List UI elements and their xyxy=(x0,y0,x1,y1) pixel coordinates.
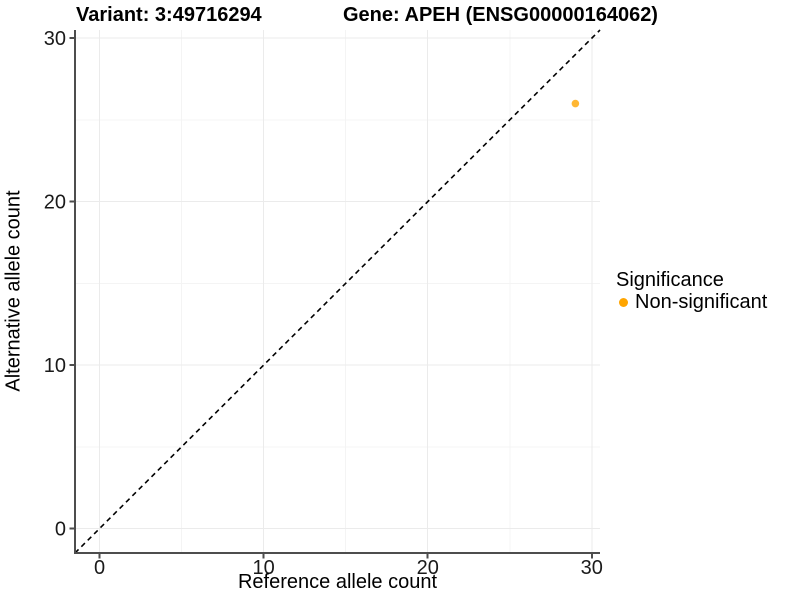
identity-line xyxy=(74,29,601,554)
x-tick-label: 20 xyxy=(417,557,439,579)
y-tick-label: 20 xyxy=(44,192,66,214)
plot-title-gene: Gene: APEH (ENSG00000164062) xyxy=(343,4,658,26)
plot-title: Variant: 3:49716294 Gene: APEH (ENSG0000… xyxy=(0,3,800,27)
y-tick-label: 30 xyxy=(44,28,66,50)
x-tick-label: 30 xyxy=(581,557,603,579)
axis-lines xyxy=(74,30,600,554)
y-axis-title-text: Alternative allele count xyxy=(2,190,25,392)
data-point xyxy=(571,99,580,108)
legend-title: Significance xyxy=(616,269,724,291)
x-tick-label: 0 xyxy=(94,557,105,579)
y-tick-label: 10 xyxy=(44,355,66,377)
legend-point-icon xyxy=(618,297,628,307)
legend-item-label: Non-significant xyxy=(635,290,768,313)
plot-title-variant: Variant: 3:49716294 xyxy=(76,4,262,26)
x-axis-title: Reference allele count xyxy=(237,571,437,593)
legend: Significance Non-significant xyxy=(614,269,768,313)
legend-item: Non-significant xyxy=(614,290,768,313)
x-tick-label: 10 xyxy=(253,557,275,579)
y-tick-label: 0 xyxy=(55,518,66,540)
legend-key xyxy=(614,293,632,311)
